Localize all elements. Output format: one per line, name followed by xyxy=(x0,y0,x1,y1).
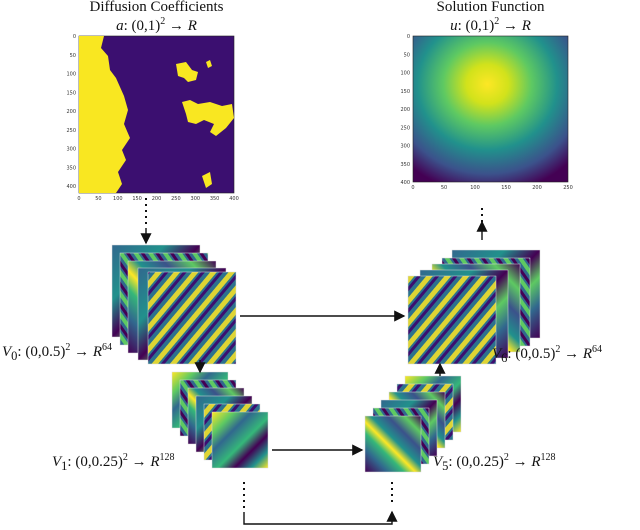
tick-label: 200 xyxy=(66,109,76,115)
label-v5: V5: (0,0.25)2 → R128 xyxy=(433,452,556,473)
tick-label: 100 xyxy=(400,71,410,77)
tick-label: 100 xyxy=(470,185,480,191)
tick-label: 350 xyxy=(210,196,220,202)
input-title: Diffusion Coefficients xyxy=(89,0,224,15)
tick-label: 300 xyxy=(191,196,201,202)
feature-stack-v0 xyxy=(111,244,237,365)
tick-label: 400 xyxy=(66,184,76,190)
high-coefficient-island xyxy=(182,100,234,136)
tick-label: 150 xyxy=(400,89,410,95)
tick-label: 250 xyxy=(400,125,410,131)
tick-label: 200 xyxy=(532,185,542,191)
tick-label: 50 xyxy=(441,185,447,191)
feature-stack-v1 xyxy=(171,371,269,469)
tick-label: 300 xyxy=(66,147,76,153)
tick-label: 250 xyxy=(171,196,181,202)
tick-label: 150 xyxy=(66,90,76,96)
tick-label: 50 xyxy=(95,196,101,202)
output-title: Solution Function xyxy=(436,0,545,15)
tick-label: 50 xyxy=(70,53,76,59)
tick-label: 350 xyxy=(66,165,76,171)
tick-label: 350 xyxy=(400,162,410,168)
tick-label: 250 xyxy=(563,185,573,191)
high-coefficient-island xyxy=(202,172,212,188)
tick-label: 150 xyxy=(132,196,142,202)
feature-stack-v6 xyxy=(407,249,541,365)
output-signature: u: (0,1)2 → R xyxy=(450,16,531,34)
tick-label: 300 xyxy=(400,144,410,150)
high-coefficient-island xyxy=(206,60,212,68)
label-v0: V0: (0,0.5)2 → R64 xyxy=(2,342,113,363)
x-tick-labels: 0 50 100 150 200 250 300 350 400 xyxy=(77,196,238,202)
tick-label: 200 xyxy=(152,196,162,202)
high-coefficient-region xyxy=(79,36,130,193)
diffusion-coefficients-plot: 0 50 100 150 200 250 300 350 400 0 50 100 150 200 250… xyxy=(66,34,238,202)
arrow-bottom-loop xyxy=(243,510,398,525)
tick-label: 200 xyxy=(400,107,410,113)
x-tick-labels: 0 50 100 150 200 250 xyxy=(411,185,572,191)
input-signature: a: (0,1)2 → R xyxy=(116,16,197,34)
feature-stack-v5 xyxy=(364,375,462,473)
tick-label: 0 xyxy=(411,185,414,191)
y-tick-labels: 0 50 100 150 200 250 300 350 400 xyxy=(66,34,76,190)
tick-label: 0 xyxy=(77,196,80,202)
tick-label: 100 xyxy=(113,196,123,202)
tick-label: 0 xyxy=(73,34,76,40)
y-tick-labels: 0 50 100 150 200 250 300 350 400 xyxy=(400,34,410,186)
solution-function-plot: 0 50 100 150 200 250 0 50 100 150 200 250 300 350 400 xyxy=(400,34,572,191)
connectors xyxy=(140,198,488,525)
tick-label: 150 xyxy=(501,185,511,191)
label-v1: V1: (0,0.25)2 → R128 xyxy=(52,452,175,473)
tick-label: 50 xyxy=(404,52,410,58)
tick-label: 400 xyxy=(400,180,410,186)
tick-label: 0 xyxy=(407,34,410,40)
high-coefficient-island xyxy=(176,62,198,82)
tick-label: 250 xyxy=(66,128,76,134)
tick-label: 100 xyxy=(66,72,76,78)
tick-label: 400 xyxy=(229,196,239,202)
label-v6: V6: (0,0.5)2 → R64 xyxy=(492,344,603,365)
